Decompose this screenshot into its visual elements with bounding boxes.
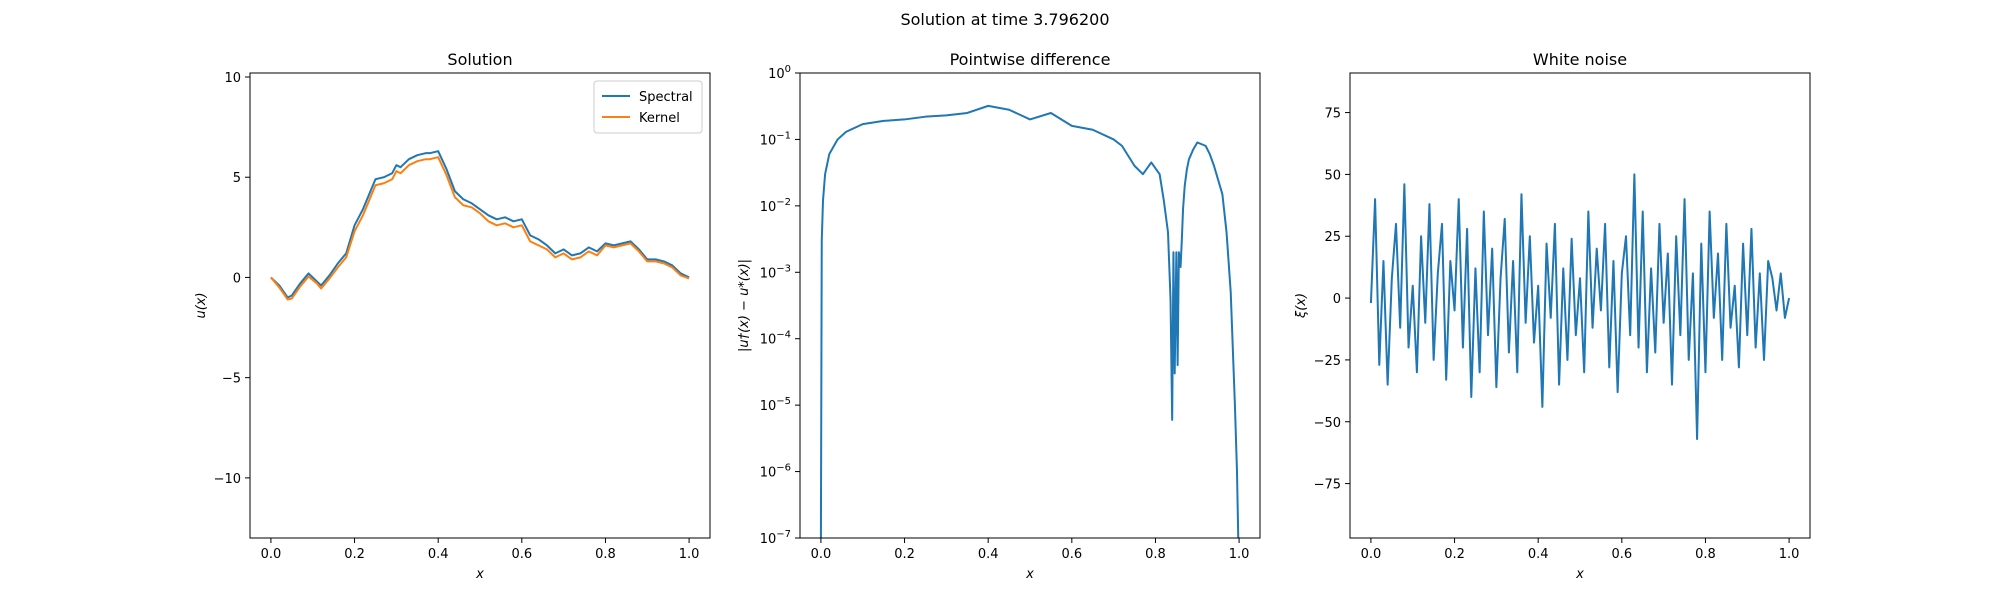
y-tick-label: 10−5 [760,396,791,414]
series-group [270,150,690,301]
axes-frame [1349,72,1811,539]
y-tick-label: −75 [1314,478,1341,493]
y-tick-label: −5 [222,372,241,387]
x-tick-label: 0.0 [1361,547,1382,562]
legend-label: Spectral [639,90,693,105]
x-tick-label: 0.8 [1695,547,1716,562]
series-group [819,104,1240,538]
panels: 0.0 0.2 0.4 0.6 0.8 1.01050−5−10Solutionxu(x)… [194,50,1811,582]
x-tick-label: 0.2 [1444,547,1465,562]
x-tick-label: 0.8 [595,547,616,562]
x-tick-label: 1.0 [1229,547,1250,562]
legend-box [593,80,703,134]
y-tick-label: 25 [1324,230,1341,245]
y-axis-label: u(x) [194,292,209,318]
x-tick-label: 0.0 [811,547,832,562]
y-axis-label: |u†(x) − u*(x)| [737,259,752,352]
axes-frame [799,72,1261,539]
y-tick-label: 5 [233,171,241,186]
x-tick-label: 0.6 [1061,547,1082,562]
series-line-kernel [270,156,690,301]
x-axis-label: x [475,567,484,582]
y-tick-label: 0 [233,271,241,286]
figure-suptitle: Solution at time 3.796200 [900,10,1109,29]
y-tick-label: 50 [1324,168,1341,183]
x-tick-label: 0.6 [511,547,532,562]
series-line-spectral [270,150,690,299]
y-tick-label: 10 [224,71,241,86]
y-tick-label: 10−4 [760,330,791,348]
x-tick-label: 0.4 [1528,547,1549,562]
panel-2: 0.0 0.2 0.4 0.6 0.8 1.0 100 10−1 10−2 10−3 10−4 10−… [737,50,1261,582]
y-tick-label: −10 [214,472,241,487]
x-tick-label: 1.0 [1779,547,1800,562]
y-tick-label: 10−7 [760,529,791,547]
series-group [1369,173,1791,441]
y-tick-label: −50 [1314,416,1341,431]
x-tick-label: 0.2 [894,547,915,562]
x-axis-label: x [1575,567,1584,582]
x-tick-label: 0.0 [261,547,282,562]
panel-title: White noise [1533,50,1627,69]
panel-title: Solution [447,50,512,69]
y-axis-label: ξ(x) [1294,293,1309,319]
panel-3: 0.0 0.2 0.4 0.6 0.8 1.0 75 50 25 0 −25 −50 −75 White … [1294,50,1811,582]
panel-1: 0.0 0.2 0.4 0.6 0.8 1.0 10 5 0 −5 −10 Solution x u(x)… [194,50,711,582]
x-tick-label: 0.6 [1611,547,1632,562]
y-tick-label: 10−2 [760,197,791,215]
y-tick-label: 10−6 [760,463,791,481]
y-tick-label: 100 [768,64,791,82]
panel-title: Pointwise difference [950,50,1111,69]
x-tick-label: 1.0 [679,547,700,562]
series-line-1 [819,104,1240,538]
y-tick-label: −25 [1314,354,1341,369]
axes-frame [249,72,711,539]
series-line-1 [1369,173,1791,441]
y-tick-label: 75 [1324,107,1341,122]
y-tick-label: 10−1 [760,130,791,148]
x-tick-label: 0.2 [344,547,365,562]
y-tick-label: 0 [1333,292,1341,307]
x-tick-label: 0.4 [428,547,449,562]
x-tick-label: 0.4 [978,547,999,562]
x-tick-label: 0.8 [1145,547,1166,562]
legend-label: Kernel [639,111,680,126]
x-axis-label: x [1025,567,1034,582]
legend: Spectral Kernel [593,80,703,134]
y-tick-label: 10−3 [760,263,791,281]
